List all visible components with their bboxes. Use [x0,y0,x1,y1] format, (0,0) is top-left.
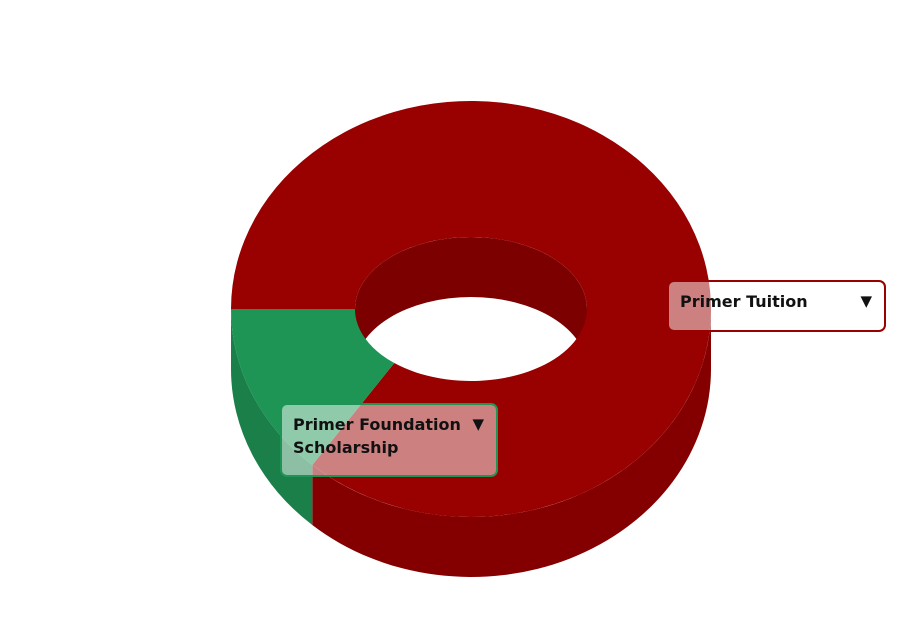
tooltip-label: Primer Foundation Scholarship [293,415,461,457]
slice-primer-foundation-scholarship[interactable] [231,309,395,466]
caret-down-icon[interactable]: ▼ [472,415,484,433]
slice-outer-wall-primer-tuition [312,309,711,577]
slice-inner-wall-primer-tuition [355,237,587,369]
slice-primer-tuition[interactable] [231,100,712,517]
tooltip-label: Primer Tuition [680,292,808,311]
caret-down-icon[interactable]: ▼ [860,292,872,310]
donut-top-faces [231,100,712,517]
donut-inner-walls [355,237,587,369]
tooltip-primer-foundation-scholarship[interactable]: Primer Foundation Scholarship ▼ [280,403,498,477]
tooltip-primer-tuition[interactable]: Primer Tuition ▼ [667,280,886,332]
